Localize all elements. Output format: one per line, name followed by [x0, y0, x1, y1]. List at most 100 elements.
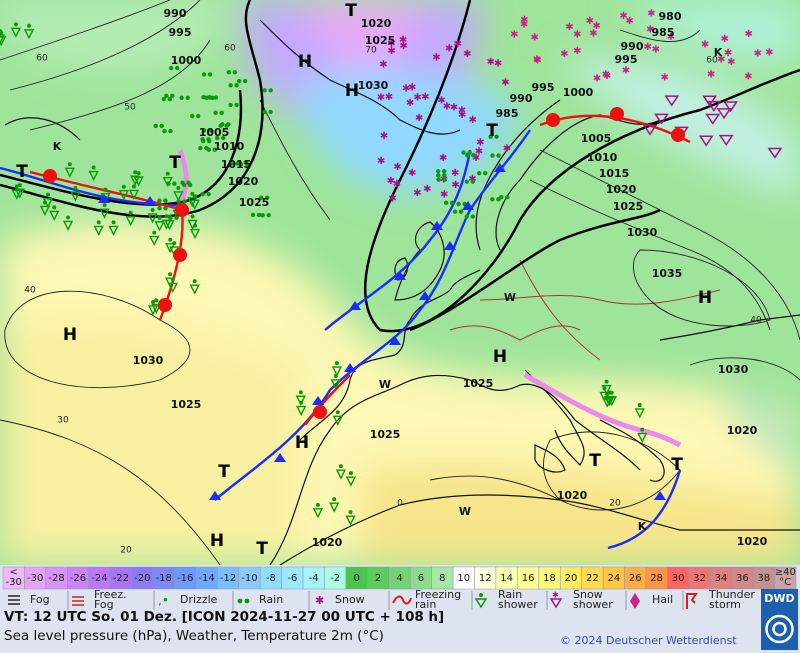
legend-item [72, 596, 84, 606]
rain-shower-dot [17, 183, 22, 188]
snow-shower-symbol [705, 113, 721, 125]
pressure-center: T [345, 1, 357, 21]
pressure-center: T [671, 455, 683, 475]
rain-shower-symbol [164, 277, 176, 288]
snow-symbol: ✱ [494, 58, 502, 69]
rain-symbol [234, 102, 239, 108]
snow-symbol: ✱ [476, 137, 484, 148]
warm-front-semicircle [610, 107, 624, 121]
rain-symbol [200, 137, 205, 142]
rain-shower-symbol [345, 476, 357, 487]
rain-symbol [213, 95, 219, 100]
snow-symbol: ✱ [586, 16, 594, 27]
rain-shower-dot [13, 22, 18, 27]
legend-label: Snow [573, 588, 603, 601]
rain-shower-symbol [187, 219, 198, 231]
rain-symbol [221, 135, 226, 141]
snow-symbol: ✱ [745, 29, 753, 40]
rain-shower-dot [604, 379, 609, 384]
rain-symbol [226, 122, 231, 127]
warm-front-semicircle [313, 405, 327, 419]
rain-shower-symbol [39, 205, 51, 217]
rain-symbol [186, 180, 191, 185]
rain-symbol [159, 123, 164, 129]
isobar-label: 1035 [652, 267, 683, 280]
rain-symbol [220, 122, 225, 127]
front-symbols [43, 107, 685, 500]
cold-front-triangle [274, 453, 286, 462]
rain-shower-symbol [147, 213, 158, 224]
rain-shower-symbol [14, 188, 25, 199]
snow-symbol: ✱ [451, 168, 459, 179]
isobar-label: 995 [615, 53, 638, 66]
rain-shower-symbol [125, 216, 136, 227]
temp-isoline-label: 0 [397, 499, 403, 509]
scale-label: -20 [134, 573, 150, 584]
temp-isoline-label: 60 [224, 44, 236, 54]
scale-label: 4 [396, 573, 402, 584]
rain-symbol [162, 128, 167, 134]
rain-shower-dot [102, 203, 107, 208]
rain-symbol [266, 212, 271, 218]
rain-symbol [435, 169, 441, 174]
scale-label: 26 [629, 573, 642, 584]
rain-shower-dot [176, 185, 181, 190]
snow-symbol: ✱ [393, 179, 401, 190]
isobar-label: 990 [621, 40, 644, 53]
rain-shower-dot [152, 230, 157, 235]
cold-front-triangle [349, 301, 361, 310]
temp-isoline-label: 50 [124, 103, 136, 113]
scale-label: °C [779, 577, 791, 588]
rain-symbol [207, 128, 213, 133]
rain-shower-dot [73, 186, 78, 191]
isobar-label: 995 [532, 81, 555, 94]
rain-shower-symbol [164, 220, 175, 231]
valid-time: VT: 12 UTC So. 01 Dez. [ICON 2024-11-27 … [4, 609, 444, 625]
cold-front-triangle [209, 491, 221, 500]
scale-label: -12 [220, 573, 236, 584]
scale-label: -8 [266, 573, 276, 584]
rain-shower-dot [165, 171, 170, 176]
isobar-label: 1025 [463, 377, 494, 390]
rain-shower-dot [128, 210, 133, 215]
rain-symbol [477, 170, 482, 176]
weather-symbols: ✱✱✱✱✱✱✱✱✱✱✱✱✱✱✱✱✱✱✱✱✱✱✱✱✱✱✱✱ ✱✱✱✱✱✱✱✱✱✱✱✱… [0, 9, 783, 526]
wind-label: K [638, 520, 647, 533]
scale-label: -22 [113, 573, 129, 584]
snow-symbol: ✱ [727, 57, 735, 68]
rain-symbol [185, 95, 190, 101]
warm-front-semicircle [175, 203, 189, 217]
scale-label: 34 [715, 573, 728, 584]
rain-symbol [256, 212, 262, 218]
rain-shower-symbol [173, 191, 184, 202]
isobar-label: 1020 [228, 175, 259, 188]
rain-symbol [470, 214, 476, 219]
rain-symbol [204, 95, 209, 100]
isobar-label: 1025 [171, 398, 202, 411]
scale-label: -4 [309, 573, 319, 584]
rain-shower-symbol [330, 379, 341, 390]
snow-symbol: ✱ [432, 52, 440, 63]
scale-label: -2 [330, 573, 340, 584]
snow-shower-symbol [723, 101, 738, 113]
rain-shower-symbol [329, 502, 340, 513]
description: Sea level pressure (hPa), Weather, Tempe… [4, 628, 384, 644]
rain-shower-dot [150, 207, 155, 212]
rain-symbol [488, 134, 493, 139]
rain-shower-symbol [11, 189, 22, 200]
rain-shower-dot [192, 279, 197, 284]
rain-symbol [168, 128, 173, 134]
isobar-label: 1015 [221, 158, 252, 171]
rain-symbol [229, 161, 234, 166]
cold-front-triangle [419, 291, 431, 300]
rain-symbol [215, 135, 220, 141]
snow-shower-symbol [702, 95, 718, 107]
snow-symbol: ✱ [486, 57, 494, 68]
snow-symbol: ✱ [724, 48, 732, 59]
map: ✱✱✱✱✱✱✱✱✱✱✱✱✱✱✱✱✱✱✱✱✱✱✱✱✱✱✱✱ ✱✱✱✱✱✱✱✱✱✱✱✱… [0, 0, 800, 565]
cold-front-triangle [144, 196, 156, 205]
rain-symbol [170, 93, 175, 99]
rain-shower-dot [315, 502, 320, 507]
snow-symbol: ✱ [399, 35, 407, 46]
coastlines [4, 19, 800, 565]
